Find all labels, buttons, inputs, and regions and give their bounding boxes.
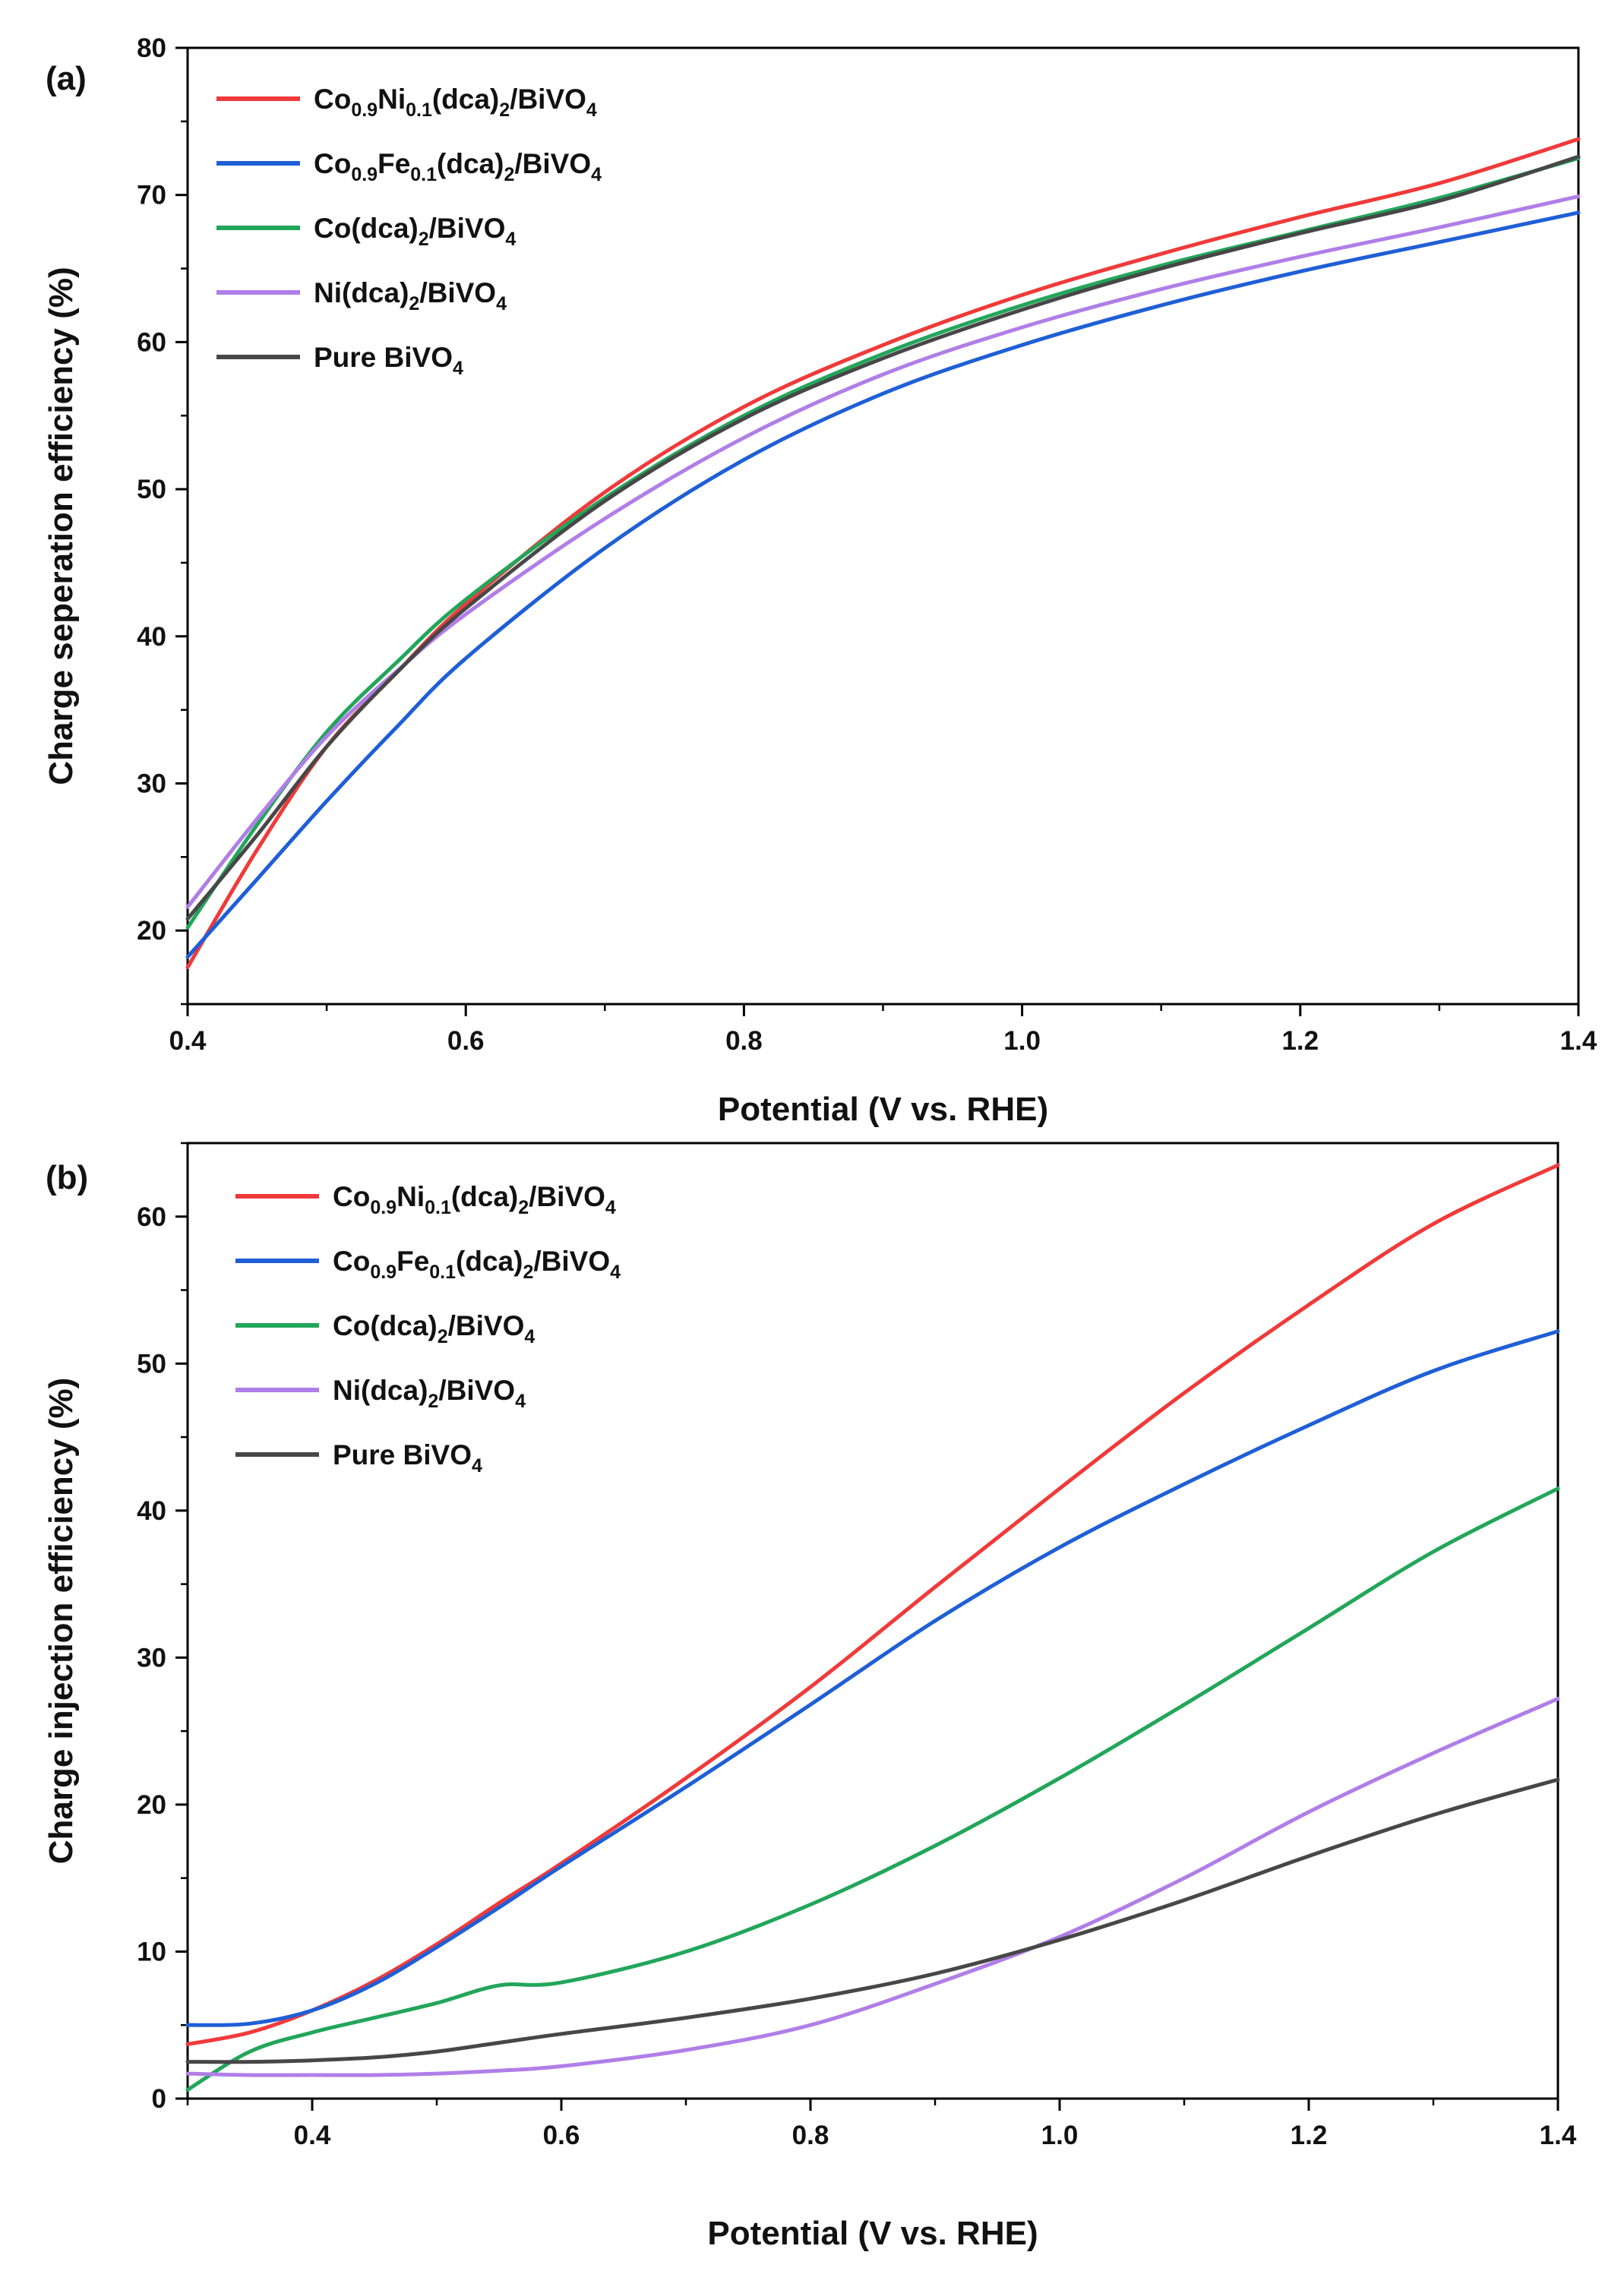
- x-tick-label: 1.0: [1041, 2121, 1079, 2150]
- y-tick-label: 80: [137, 33, 166, 63]
- y-tick-label: 60: [137, 1202, 166, 1232]
- y-tick-label: 70: [137, 181, 166, 210]
- x-axis-title: Potential (V vs. RHE): [718, 1091, 1048, 1128]
- y-tick-label: 10: [137, 1937, 166, 1966]
- series-line-1: [185, 210, 1581, 959]
- series-line-2: [185, 1486, 1560, 2092]
- x-tick-label: 0.6: [543, 2121, 580, 2150]
- y-tick-label: 20: [137, 916, 166, 946]
- panel-label: (b): [46, 1159, 88, 1196]
- y-axis-title: Charge injection efficiency (%): [43, 1378, 80, 1865]
- legend-label: Pure BiVO4: [314, 342, 463, 379]
- series-line-0: [185, 137, 1581, 970]
- y-tick-label: 50: [137, 475, 166, 504]
- panel-label: (a): [46, 60, 87, 97]
- panel-b: 0.4 0.6 0.8 1.0 1.2 1.4 0 10 20 30 40 50 60 Potential…: [43, 1142, 1577, 2252]
- y-tick-label: 30: [137, 769, 166, 798]
- series-line-3: [185, 194, 1581, 909]
- x-tick-label: 1.2: [1291, 2121, 1328, 2150]
- x-tick-label: 0.4: [294, 2121, 331, 2150]
- x-tick-label: 1.2: [1281, 1026, 1319, 1056]
- legend-label: Co(dca)2/BiVO4: [333, 1310, 535, 1347]
- x-axis-title: Potential (V vs. RHE): [707, 2215, 1038, 2252]
- legend-label: Ni(dca)2/BiVO4: [333, 1375, 526, 1412]
- legend-label: Co0.9Fe0.1(dca)2/BiVO4: [333, 1246, 621, 1283]
- series-line-4: [185, 154, 1581, 921]
- x-tick-label: 0.6: [447, 1026, 485, 1056]
- y-axis-title: Charge seperation efficiency (%): [43, 267, 80, 785]
- x-tick-label: 0.8: [792, 2121, 829, 2150]
- y-tick-label: 60: [137, 327, 166, 357]
- panel-a: 0.4 0.6 0.8 1.0 1.2 1.4 20 30 40 50 60 70 80 Potentia…: [43, 33, 1597, 1128]
- y-tick-label: 20: [137, 1790, 166, 1820]
- legend-label: Pure BiVO4: [333, 1439, 482, 1477]
- series-line-3: [185, 1697, 1560, 2077]
- legend-label: Co0.9Ni0.1(dca)2/BiVO4: [314, 84, 597, 121]
- legend-label: Co(dca)2/BiVO4: [314, 213, 516, 250]
- legend-label: Co0.9Fe0.1(dca)2/BiVO4: [314, 148, 602, 185]
- plot-frame: [186, 1142, 1559, 2100]
- y-tick-label: 40: [137, 622, 166, 652]
- y-tick-label: 40: [137, 1496, 166, 1526]
- series-line-2: [185, 156, 1581, 930]
- y-tick-label: 30: [137, 1643, 166, 1672]
- x-tick-label: 1.4: [1560, 1026, 1597, 1056]
- plot-frame: [186, 46, 1580, 1006]
- legend-label: Co0.9Ni0.1(dca)2/BiVO4: [333, 1181, 616, 1218]
- x-tick-label: 1.0: [1003, 1026, 1041, 1056]
- series-line-1: [185, 1329, 1560, 2027]
- x-tick-label: 0.4: [169, 1026, 207, 1056]
- legend-label: Ni(dca)2/BiVO4: [314, 277, 507, 314]
- series-line-4: [185, 1777, 1560, 2064]
- series-line-0: [185, 1163, 1560, 2046]
- y-tick-label: 50: [137, 1349, 166, 1379]
- y-tick-label: 0: [152, 2084, 166, 2114]
- x-tick-label: 0.8: [725, 1026, 763, 1056]
- x-tick-label: 1.4: [1540, 2121, 1577, 2150]
